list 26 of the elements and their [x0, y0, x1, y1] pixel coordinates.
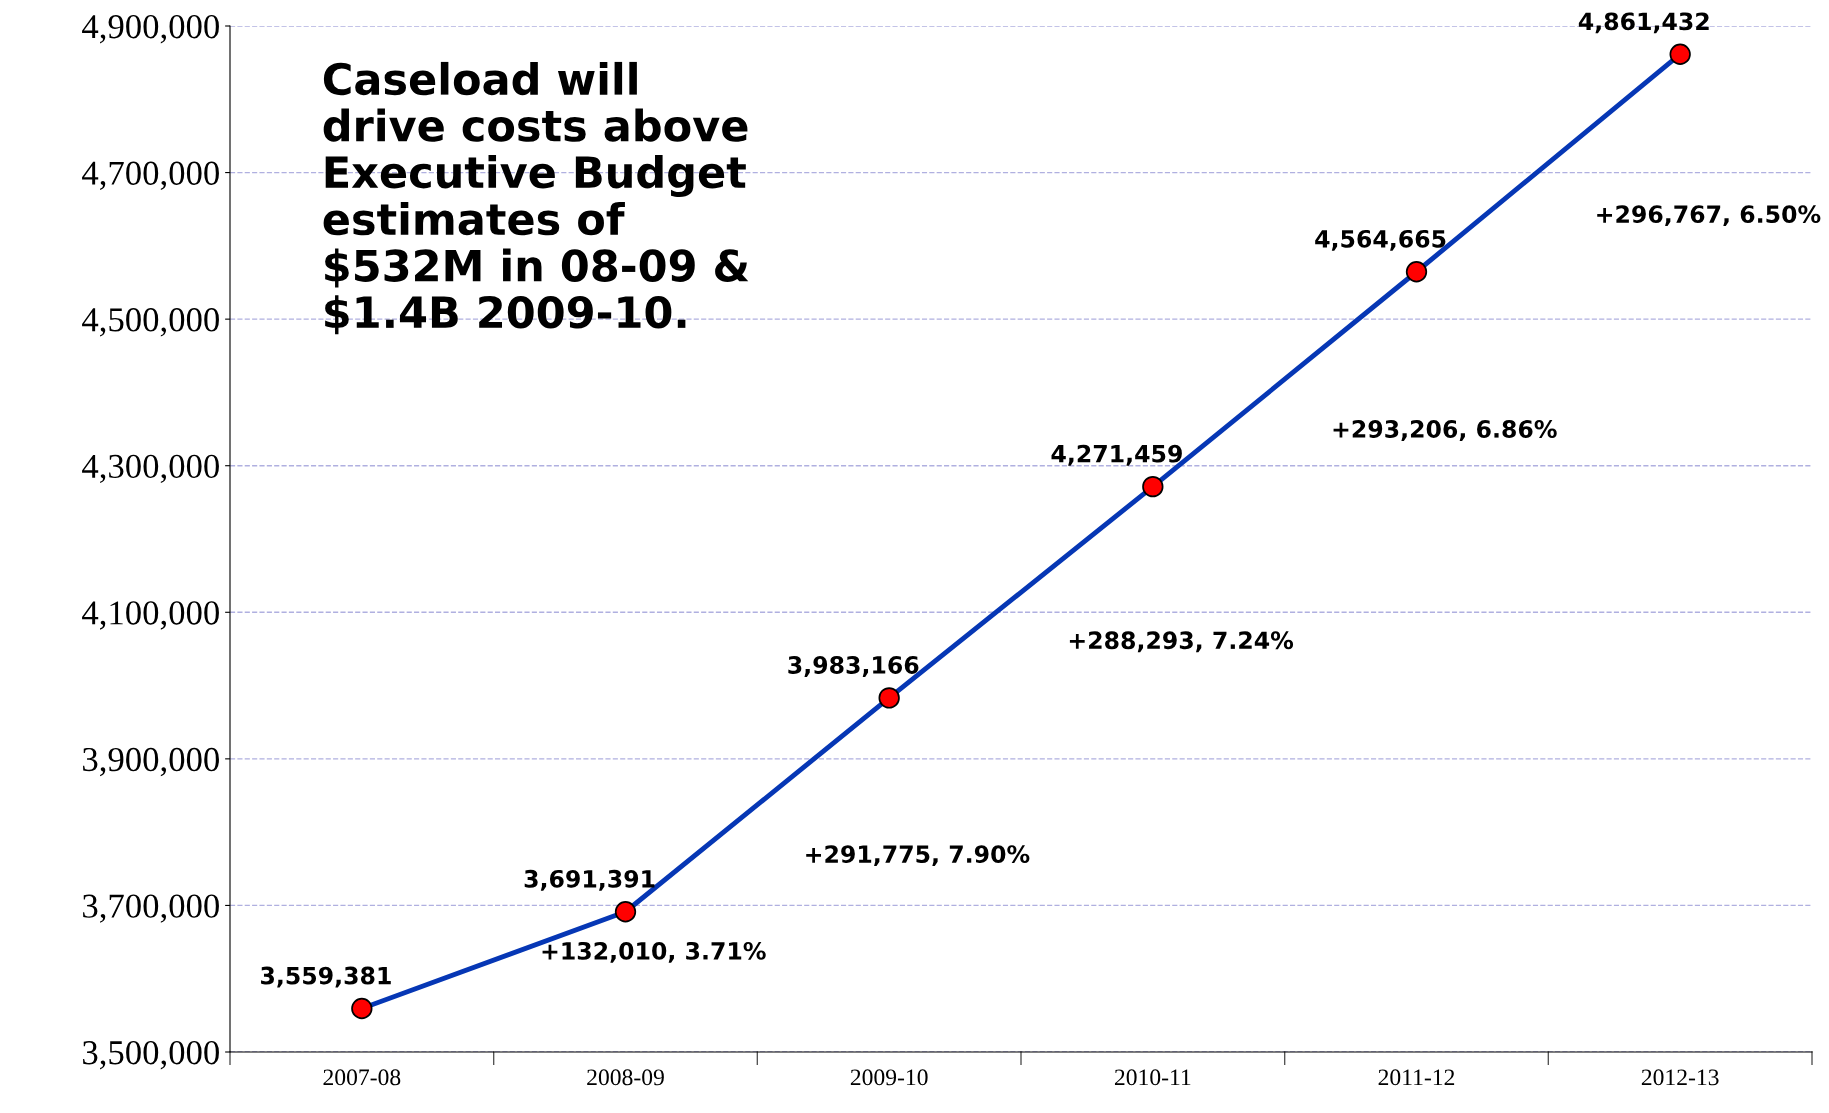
x-tick-label: 2009-10: [850, 1069, 928, 1086]
data-label: 3,559,381: [261, 966, 391, 988]
data-label: 3,983,166: [788, 656, 919, 677]
annotation: +296,767, 6.50%: [1597, 205, 1821, 227]
y-tick-label: 3,700,000: [83, 894, 219, 923]
data-label: 4,271,459: [1051, 444, 1182, 466]
y-tick-label: 4,500,000: [82, 308, 219, 337]
x-tick-label: 2010-11: [1114, 1069, 1191, 1086]
y-tick-label: 3,900,000: [83, 747, 219, 777]
y-tick-label: 3,500,000: [83, 1040, 219, 1070]
data-label: 4,861,432: [1578, 12, 1709, 34]
annotation: +293,206, 6.86%: [1333, 420, 1557, 441]
y-tick-label: 4,300,000: [82, 454, 219, 484]
x-tick-label: 2008-09: [587, 1069, 664, 1086]
annotation: +288,293, 7.24%: [1069, 631, 1294, 653]
annotation: +132,010, 3.71%: [542, 941, 766, 963]
x-tick-label: 2011-12: [1378, 1069, 1455, 1086]
y-tick-label: 4,700,000: [82, 161, 219, 190]
annotation: Caseload will drive costs above Executive Budget estimates of $532M in 08-09 & $1.4B 2009-10.: [323, 61, 749, 335]
annotation: +291,775, 7.90%: [806, 845, 1030, 867]
x-tick-label: 2012-13: [1641, 1069, 1719, 1086]
x-tick-label: 2007-08: [323, 1069, 401, 1086]
data-label: 3,691,391: [524, 869, 655, 891]
y-tick-label: 4,900,000: [82, 14, 219, 44]
y-tick-label: 4,100,000: [82, 601, 219, 630]
data-label: 4,564,665: [1315, 229, 1446, 251]
